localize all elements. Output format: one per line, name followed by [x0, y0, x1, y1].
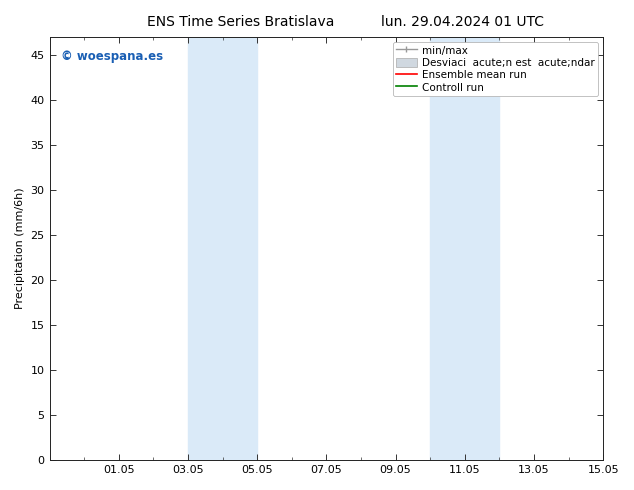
Text: ENS Time Series Bratislava: ENS Time Series Bratislava	[147, 15, 335, 29]
Y-axis label: Precipitation (mm/6h): Precipitation (mm/6h)	[15, 188, 25, 309]
Legend: min/max, Desviaci  acute;n est  acute;ndar, Ensemble mean run, Controll run: min/max, Desviaci acute;n est acute;ndar…	[393, 42, 598, 96]
Text: lun. 29.04.2024 01 UTC: lun. 29.04.2024 01 UTC	[381, 15, 545, 29]
Text: © woespana.es: © woespana.es	[61, 50, 163, 63]
Bar	[430, 37, 500, 460]
Bar	[188, 37, 257, 460]
